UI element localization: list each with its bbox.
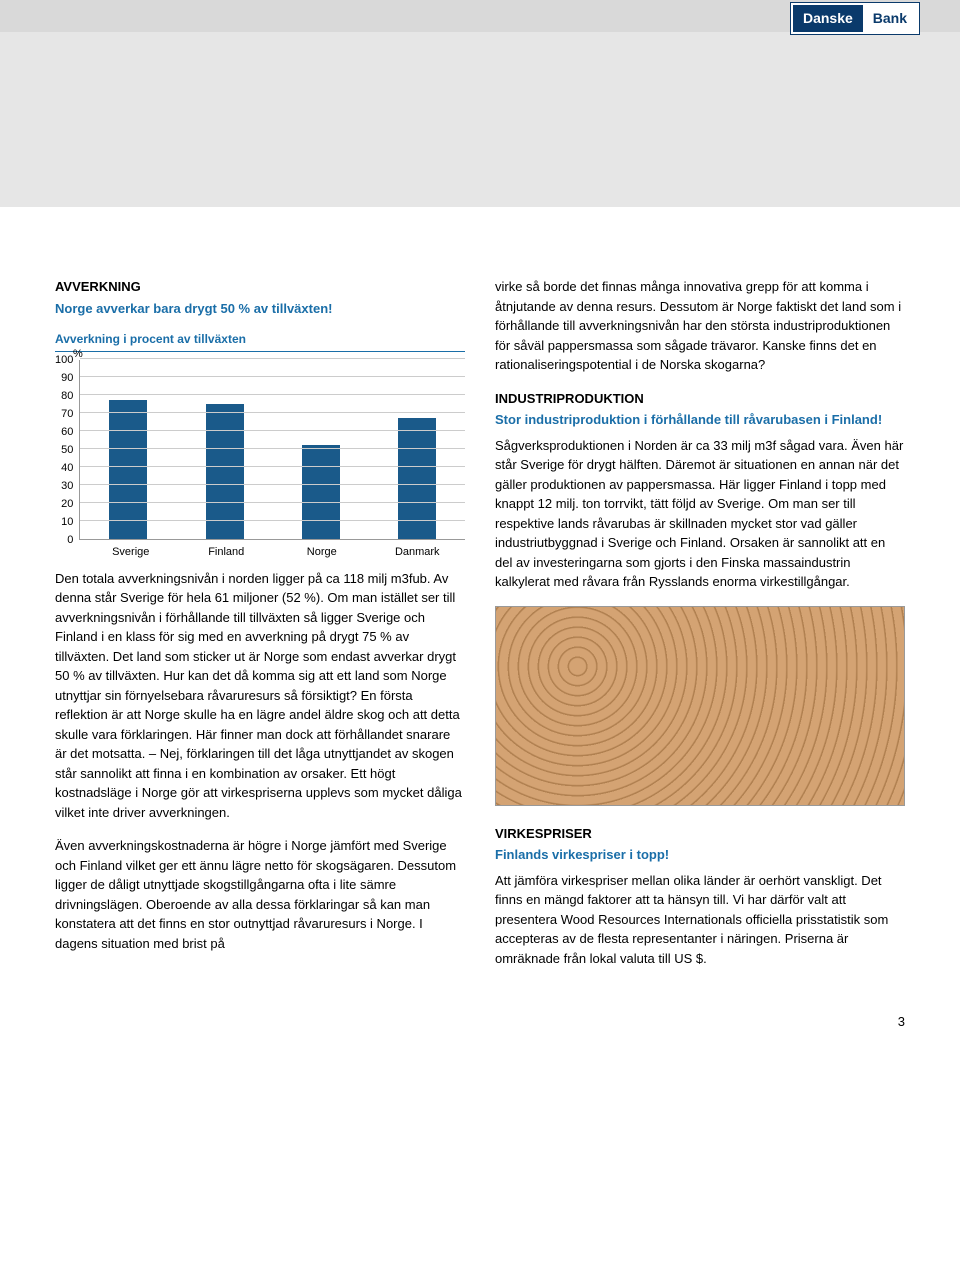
x-axis: SverigeFinlandNorgeDanmark <box>83 540 465 561</box>
subtitle-virkespriser: Finlands virkespriser i topp! <box>495 845 905 865</box>
bar <box>302 445 340 539</box>
chart-plot-area <box>79 360 465 540</box>
grid-line <box>80 376 465 377</box>
page-number: 3 <box>0 1012 960 1052</box>
grid-line <box>80 502 465 503</box>
section-title-avverkning: AVVERKNING <box>55 277 465 297</box>
grid-line <box>80 358 465 359</box>
timber-logs-image <box>495 606 905 806</box>
chart-title: Avverkning i procent av tillväxten <box>55 330 465 352</box>
logo-part-bank: Bank <box>863 5 917 32</box>
x-tick-label: Sverige <box>83 544 179 561</box>
left-paragraph-1: Den totala avverkningsnivån i norden lig… <box>55 569 465 823</box>
y-axis: 0102030405060708090100 <box>55 360 79 540</box>
grid-line <box>80 484 465 485</box>
right-paragraph-1: virke så borde det finnas många innovati… <box>495 277 905 375</box>
grid-line <box>80 394 465 395</box>
bar <box>206 404 244 539</box>
two-column-content: AVVERKNING Norge avverkar bara drygt 50 … <box>0 207 960 1012</box>
grid-line <box>80 520 465 521</box>
subtitle-industri: Stor industriproduktion i förhållande ti… <box>495 410 905 430</box>
grid-line <box>80 412 465 413</box>
logo-part-danske: Danske <box>793 5 863 32</box>
danske-bank-logo: Danske Bank <box>790 2 920 35</box>
bar <box>109 400 147 539</box>
grid-line <box>80 448 465 449</box>
x-tick-label: Norge <box>274 544 370 561</box>
left-column: AVVERKNING Norge avverkar bara drygt 50 … <box>55 277 465 982</box>
right-column: virke så borde det finnas många innovati… <box>495 277 905 982</box>
top-grey-band <box>0 32 960 207</box>
right-paragraph-3: Att jämföra virkespriser mellan olika lä… <box>495 871 905 969</box>
grid-line <box>80 430 465 431</box>
subtitle-avverkning: Norge avverkar bara drygt 50 % av tillvä… <box>55 299 465 319</box>
bars-container <box>80 360 465 539</box>
header-bar: Danske Bank <box>0 0 960 32</box>
bar-chart: % 0102030405060708090100 SverigeFinlandN… <box>55 360 465 561</box>
grid-line <box>80 466 465 467</box>
x-tick-label: Finland <box>179 544 275 561</box>
section-title-virkespriser: VIRKESPRISER <box>495 824 905 844</box>
x-tick-label: Danmark <box>370 544 466 561</box>
section-title-industri: INDUSTRIPRODUKTION <box>495 389 905 409</box>
right-paragraph-2: Sågverksproduktionen i Norden är ca 33 m… <box>495 436 905 592</box>
left-paragraph-2: Även avverkningskostnaderna är högre i N… <box>55 836 465 953</box>
